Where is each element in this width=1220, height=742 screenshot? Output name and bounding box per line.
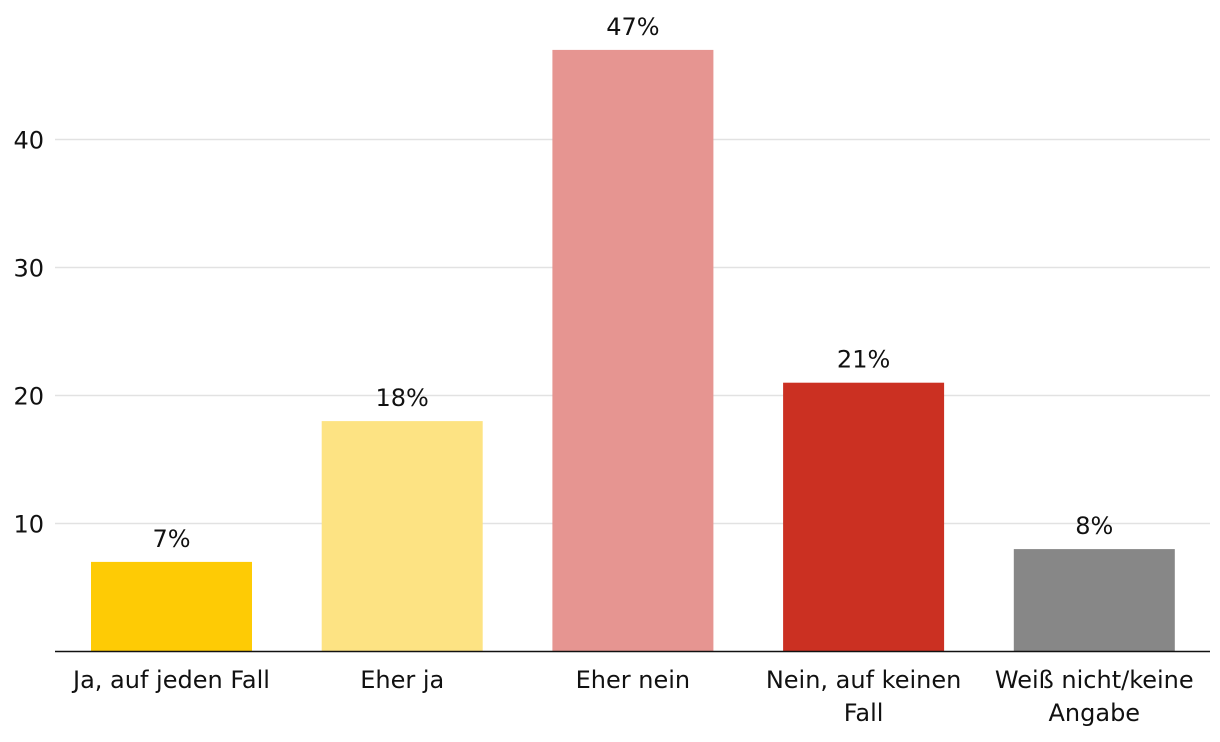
y-axis-ticks: 10 20 30 40 <box>13 127 44 539</box>
bar <box>783 382 945 652</box>
x-tick-label: Eher ja <box>360 666 444 694</box>
value-labels: 7% 18% 47% 21% 8% <box>152 13 1113 553</box>
bar-value-label: 8% <box>1075 512 1113 540</box>
bar <box>552 49 714 652</box>
bars <box>91 49 1175 652</box>
bar <box>321 421 483 652</box>
x-tick-label: Angabe <box>1049 699 1141 727</box>
x-tick-label: Ja, auf jeden Fall <box>71 666 270 694</box>
bar-value-label: 18% <box>376 384 429 412</box>
y-tick-label: 20 <box>13 383 44 411</box>
bar <box>1013 549 1175 652</box>
bar-value-label: 47% <box>606 13 659 41</box>
bar-value-label: 7% <box>152 525 190 553</box>
category-labels: Ja, auf jeden Fall Eher ja Eher nein Nein, … <box>71 666 1194 727</box>
y-tick-label: 30 <box>13 255 44 283</box>
bar <box>91 561 252 652</box>
x-tick-label: Fall <box>844 699 884 727</box>
bar-value-label: 21% <box>837 346 890 374</box>
x-tick-label: Eher nein <box>576 666 691 694</box>
y-tick-label: 10 <box>13 511 44 539</box>
x-tick-label: Weiß nicht/keine <box>995 666 1194 694</box>
y-tick-label: 40 <box>13 127 44 155</box>
x-tick-label: Nein, auf keinen <box>766 666 962 694</box>
